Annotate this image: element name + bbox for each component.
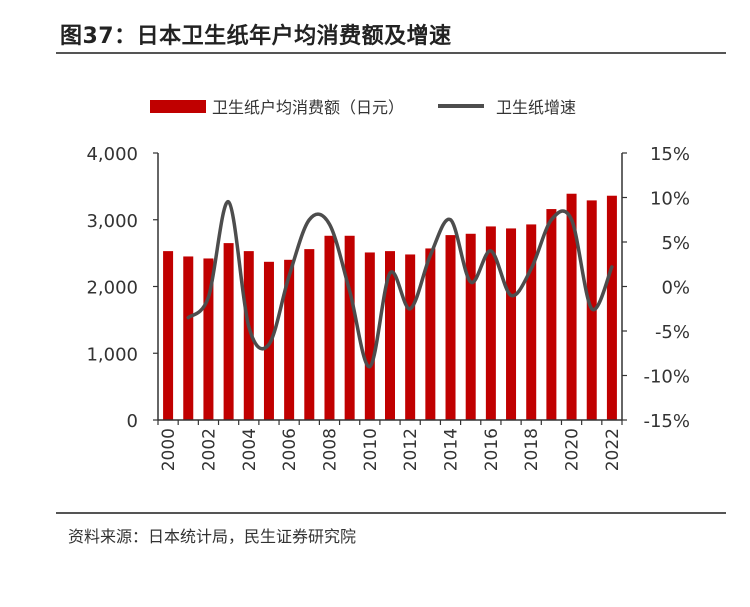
bar-2015: [465, 233, 476, 420]
chart-legend: 卫生纸户均消费额（日元） 卫生纸增速: [150, 95, 610, 117]
figure-title: 图37：日本卫生纸年户均消费额及增速: [60, 24, 452, 49]
line-layer: [186, 200, 614, 369]
bar-2004: [243, 251, 254, 420]
bar-2014: [445, 235, 456, 420]
y-right-tick-label: -15%: [643, 411, 690, 432]
bar-2013: [425, 248, 436, 420]
x-tick-label: 2020: [563, 428, 583, 471]
legend-line-label: 卫生纸增速: [496, 98, 577, 117]
bars-layer: [163, 193, 617, 420]
axes-layer: [153, 152, 627, 425]
growth-rate-line: [186, 200, 614, 369]
bar-2018: [526, 224, 537, 420]
bar-2020: [566, 193, 577, 420]
bar-2007: [304, 249, 315, 420]
x-tick-label: 2022: [603, 428, 623, 471]
bar-2000: [163, 251, 174, 420]
y-right-tick-label: -5%: [655, 322, 690, 343]
bar-2012: [405, 254, 416, 420]
legend-item-bar: 卫生纸户均消费额（日元）: [150, 94, 404, 118]
y-right-tick-label: 0%: [661, 278, 690, 299]
y-right-tick-label: 10%: [650, 189, 690, 210]
bar-2003: [223, 243, 234, 420]
legend-line-swatch: [438, 104, 485, 108]
x-tick-label: 2006: [280, 428, 300, 471]
legend-bar-label: 卫生纸户均消费额（日元）: [212, 98, 405, 117]
x-tick-label: 2012: [401, 428, 421, 471]
x-tick-label: 2018: [522, 428, 542, 471]
bar-2010: [364, 252, 375, 420]
x-tick-label: 2004: [240, 428, 260, 471]
y-right-tick-label: -10%: [643, 367, 690, 388]
source-divider: [56, 512, 726, 514]
bar-2011: [385, 251, 395, 420]
legend-bar-swatch: [150, 99, 206, 113]
bar-2005: [263, 261, 274, 420]
source-note: 资料来源：日本统计局，民生证券研究院: [68, 527, 357, 546]
title-divider: [56, 52, 726, 54]
y-right-tick-label: 15%: [650, 144, 690, 165]
x-tick-label: 2002: [199, 428, 219, 471]
bar-2001: [183, 256, 194, 420]
y-left-tick-label: 4,000: [86, 144, 138, 165]
y-left-tick-label: 1,000: [86, 344, 138, 365]
legend-item-line: 卫生纸增速: [438, 94, 576, 118]
labels-layer: 0 1,000 2,000 3,000 4,000 -15% -10% -5% 0% 5% 10% 1…: [86, 144, 690, 471]
y-right-tick-label: 5%: [661, 233, 690, 254]
y-left-tick-label: 3,000: [86, 211, 138, 232]
bar-2009: [344, 235, 355, 420]
x-tick-label: 2010: [361, 428, 381, 471]
bar-2022: [606, 195, 617, 420]
y-left-tick-label: 2,000: [86, 278, 138, 299]
bar-2008: [324, 235, 335, 420]
y-left-tick-label: 0: [127, 411, 138, 432]
bar-2002: [203, 258, 214, 420]
bar-2019: [546, 209, 557, 420]
bar-2016: [485, 226, 496, 420]
x-tick-label: 2016: [482, 428, 502, 471]
bar-2006: [284, 259, 295, 420]
x-tick-label: 2014: [442, 428, 462, 471]
bar-2017: [506, 228, 517, 420]
x-tick-label: 2008: [320, 428, 340, 471]
x-tick-label: 2000: [159, 428, 179, 471]
